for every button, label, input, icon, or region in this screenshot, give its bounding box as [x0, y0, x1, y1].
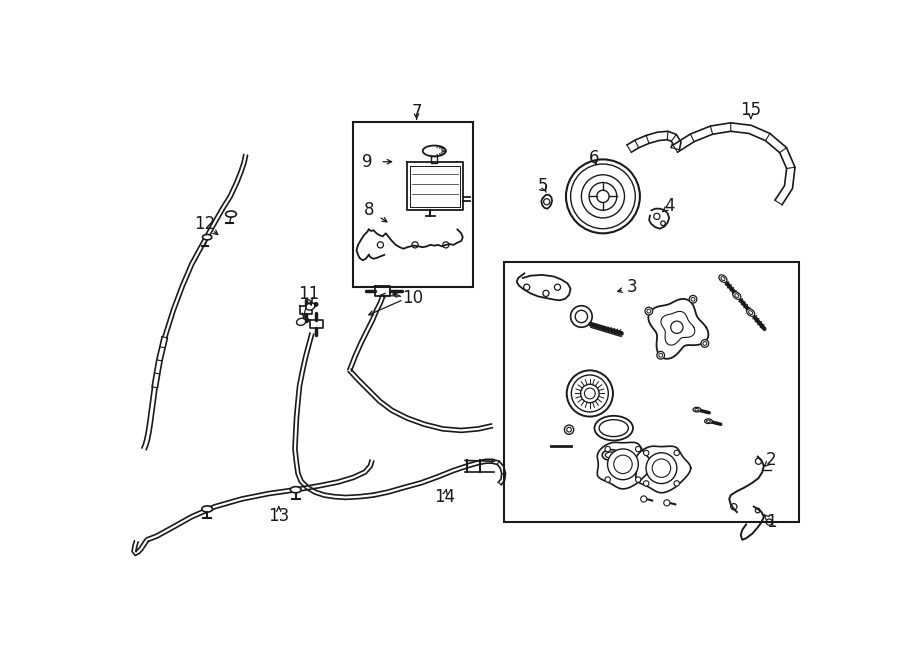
Text: 7: 7: [411, 102, 422, 121]
Ellipse shape: [226, 211, 237, 217]
Text: 3: 3: [627, 278, 637, 296]
Circle shape: [657, 352, 664, 359]
Circle shape: [674, 450, 680, 455]
Text: 15: 15: [740, 101, 761, 119]
Text: 4: 4: [664, 198, 674, 215]
Ellipse shape: [296, 319, 306, 325]
Bar: [354, 122, 472, 288]
Text: 13: 13: [268, 507, 290, 525]
Circle shape: [605, 446, 610, 451]
Circle shape: [580, 384, 599, 403]
Text: 12: 12: [194, 215, 215, 233]
Circle shape: [567, 370, 613, 416]
Circle shape: [689, 295, 697, 303]
Circle shape: [635, 446, 641, 451]
Ellipse shape: [202, 235, 211, 240]
Circle shape: [566, 159, 640, 233]
Ellipse shape: [202, 506, 212, 512]
Ellipse shape: [705, 419, 712, 424]
Circle shape: [644, 481, 649, 486]
Circle shape: [641, 496, 647, 502]
Ellipse shape: [733, 292, 741, 299]
Circle shape: [664, 500, 670, 506]
Text: 6: 6: [589, 149, 598, 167]
Text: 11: 11: [298, 285, 320, 303]
Ellipse shape: [719, 275, 727, 282]
Text: 2: 2: [766, 451, 777, 469]
Circle shape: [701, 340, 708, 347]
Circle shape: [644, 450, 649, 455]
Circle shape: [605, 477, 610, 483]
Ellipse shape: [602, 449, 621, 461]
Circle shape: [564, 425, 573, 434]
Circle shape: [674, 481, 680, 486]
Text: 5: 5: [537, 176, 548, 194]
Ellipse shape: [291, 486, 302, 493]
Circle shape: [635, 477, 641, 483]
Circle shape: [645, 307, 652, 315]
Circle shape: [608, 449, 638, 480]
Circle shape: [646, 453, 677, 484]
Ellipse shape: [693, 407, 701, 412]
Text: 10: 10: [402, 289, 423, 307]
Text: 9: 9: [362, 153, 373, 171]
Bar: [504, 262, 798, 522]
Ellipse shape: [747, 309, 755, 317]
Text: 14: 14: [434, 488, 454, 506]
Text: 1: 1: [766, 513, 777, 531]
Ellipse shape: [423, 145, 446, 156]
Text: 8: 8: [364, 201, 374, 219]
Ellipse shape: [595, 416, 633, 440]
Ellipse shape: [306, 303, 315, 310]
Circle shape: [571, 305, 592, 327]
